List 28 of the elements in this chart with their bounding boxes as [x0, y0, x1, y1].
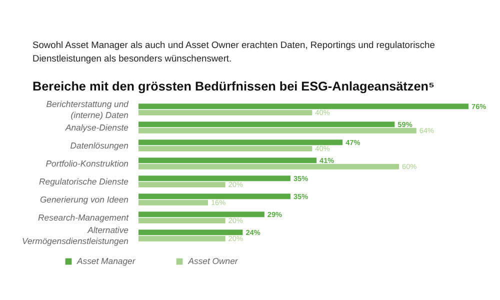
bar: [138, 128, 416, 134]
bar: [138, 218, 226, 224]
legend-label: Asset Manager: [77, 256, 136, 266]
bar: [138, 176, 290, 182]
y-tick-label: Generierung von Ideen: [40, 194, 129, 204]
legend-label: Asset Owner: [188, 256, 238, 266]
text: Sowohl Asset Manager als auch und Asset Owner erachten Daten, Reportings und regulatorische Dienstleistungen als besonders wünschenswert.: [32, 40, 435, 64]
y-tick-label: Research-Management: [38, 212, 130, 222]
bar: [138, 194, 290, 200]
chart-title: Bereiche mit den grössten Bedürfnissen bei ESG-Anlageansätzen⁵: [32, 80, 434, 94]
bar: [138, 236, 226, 242]
y-tick-label: Alternative Vermögensdienstleistungen: [22, 225, 129, 246]
bar: [138, 164, 400, 170]
y-tick-label: Portfolio-Konstruktion: [46, 158, 129, 168]
bar: [138, 230, 243, 236]
bar: [138, 146, 312, 152]
y-tick-label: Berichterstattung und (interne) Daten: [46, 99, 130, 120]
bar: [138, 122, 395, 128]
bar: [138, 110, 312, 116]
bar: [138, 140, 343, 146]
y-tick-label: Regulatorische Dienste: [39, 176, 129, 186]
bar: [138, 158, 317, 164]
y-tick-label: Datenlösungen: [70, 140, 129, 150]
bar: [138, 182, 226, 188]
bar: [138, 200, 208, 206]
y-tick-label: Analyse-Dienste: [64, 122, 129, 132]
bar: [138, 104, 468, 110]
bar: [138, 212, 264, 218]
